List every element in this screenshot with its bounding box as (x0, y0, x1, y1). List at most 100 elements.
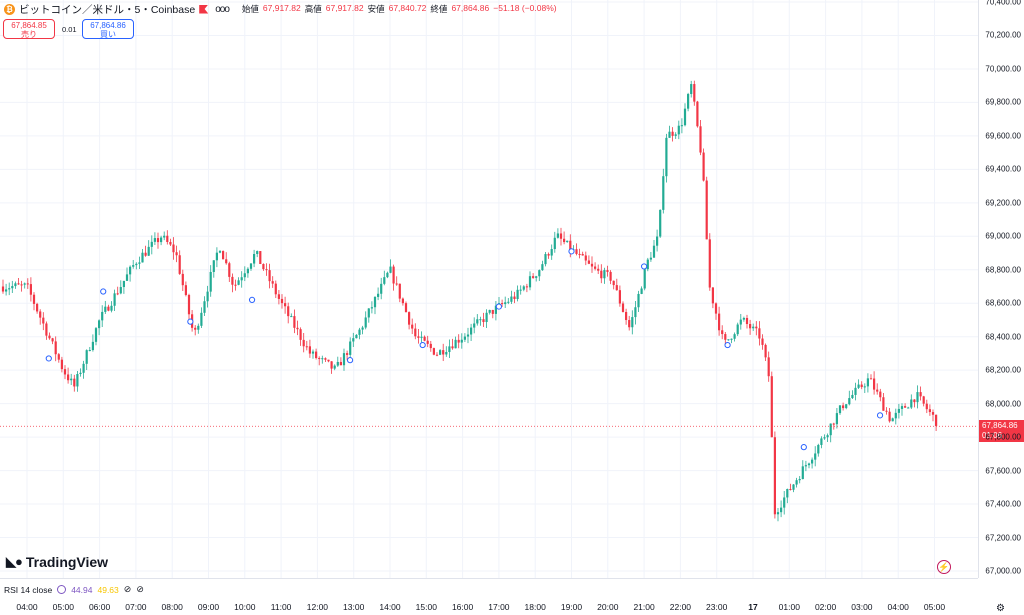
event-marker-icon (495, 303, 502, 310)
candle-body (54, 341, 57, 355)
low-value: 67,840.72 (388, 3, 427, 13)
candle-body (209, 271, 212, 292)
candle-body (240, 277, 243, 281)
candle-body (820, 438, 823, 445)
symbol-title[interactable]: ビットコイン／米ドル・5・Coinbase (19, 3, 196, 16)
candle-body (767, 357, 770, 377)
candle-body (311, 351, 315, 354)
candle-body (110, 305, 113, 311)
candle-body (935, 414, 938, 426)
candle-body (392, 266, 395, 284)
candle-body (823, 437, 826, 439)
candle-body (752, 326, 755, 329)
candle-body (814, 453, 817, 460)
time-tick-label: 16:00 (451, 602, 474, 612)
event-marker-icon (641, 263, 648, 270)
settings-icon[interactable]: ⚙ (996, 603, 1005, 614)
candle-body (265, 269, 268, 271)
candle-body (851, 394, 854, 399)
candle-body (826, 435, 829, 438)
price-axis[interactable]: 67,864.86 01:06 70,400.00 70,200.00 70,000… (978, 0, 1024, 578)
candle-body (237, 280, 240, 285)
candle-body (432, 348, 435, 355)
change-value: −51.18 (−0.08%) (493, 3, 557, 13)
current-price-label: 67,864.86 01:06 (979, 420, 1024, 443)
candle-body (544, 254, 547, 265)
candle-body (460, 339, 463, 343)
candle-body (863, 386, 866, 388)
candle-body (88, 350, 91, 352)
candle-body (687, 94, 690, 109)
tradingview-logo[interactable]: ◣● TradingView (6, 554, 108, 570)
hide-icon[interactable]: ⊘ (123, 584, 132, 594)
candle-body (488, 309, 491, 313)
time-tick-label: 07:00 (125, 602, 147, 612)
candle-body (916, 392, 919, 403)
candle-body (358, 329, 361, 335)
candle-body (866, 378, 869, 387)
candle-body (147, 246, 150, 256)
candle-body (222, 251, 225, 260)
candle-body (256, 251, 259, 255)
candle-body (516, 289, 519, 300)
candle-body (476, 319, 479, 324)
candle-body (361, 327, 364, 330)
lightning-icon[interactable]: ⚡ (937, 560, 951, 574)
candle-body (305, 346, 308, 348)
event-marker-icon (568, 248, 575, 255)
more-icon[interactable]: ooo (215, 3, 230, 15)
candle-body (904, 406, 907, 408)
candle-body (811, 459, 814, 464)
candle-body (457, 339, 460, 343)
time-tick-label: 11:00 (270, 602, 292, 612)
sell-label: 売り (21, 30, 37, 39)
sell-button[interactable]: 67,864.85 売り (3, 19, 55, 39)
candle-body (166, 235, 169, 242)
candle-body (835, 413, 838, 425)
time-tick-label: 03:00 (851, 602, 873, 612)
candle-body (801, 466, 804, 480)
candle-body (197, 325, 200, 330)
candle-body (8, 288, 11, 290)
candle-body (150, 241, 153, 247)
candle-body (718, 313, 721, 331)
candle-body (39, 311, 42, 318)
tradingview-mark-icon: ◣● (6, 554, 23, 569)
candle-body (742, 317, 745, 320)
candle-body (594, 266, 597, 269)
time-tick-label: 10:00 (234, 602, 256, 612)
candle-body (26, 283, 29, 285)
candle-body (575, 249, 578, 254)
buy-label: 買い (100, 30, 116, 39)
disable-icon[interactable]: ⊘ (136, 584, 144, 594)
candle-body (634, 307, 637, 318)
price-tick-label: 68,400.00 (985, 332, 1021, 342)
candle-body (541, 264, 544, 271)
candle-body (618, 290, 621, 304)
high-label: 高値 (304, 4, 322, 14)
candle-body (48, 335, 51, 339)
price-tick-label: 68,200.00 (985, 365, 1021, 375)
candle-body (491, 309, 494, 314)
candle-body (36, 303, 39, 312)
time-tick-label: 05:00 (923, 602, 946, 612)
candle-body (528, 276, 532, 288)
candle-body (73, 378, 76, 387)
price-chart[interactable] (0, 0, 978, 578)
rsi-label[interactable]: RSI 14 close (4, 584, 53, 595)
candle-body (600, 270, 603, 279)
candle-body (708, 239, 711, 288)
candle-body (696, 101, 699, 127)
rsi-pane[interactable]: RSI 14 close 44.94 49.63 ⊘ ⊘ (0, 578, 978, 600)
candle-body (745, 317, 749, 325)
candle-body (380, 283, 383, 294)
candle-body (91, 341, 94, 351)
eye-icon[interactable] (57, 585, 67, 594)
candle-body (761, 338, 764, 345)
candle-body (386, 272, 389, 278)
flag-icon[interactable] (199, 4, 209, 14)
candle-body (160, 237, 163, 243)
chart-area[interactable] (0, 0, 978, 578)
time-axis[interactable]: 04:00 05:00 06:00 07:00 08:00 09:00 10:00 11:00… (0, 600, 978, 615)
buy-button[interactable]: 67,864.86 買い (82, 19, 134, 39)
